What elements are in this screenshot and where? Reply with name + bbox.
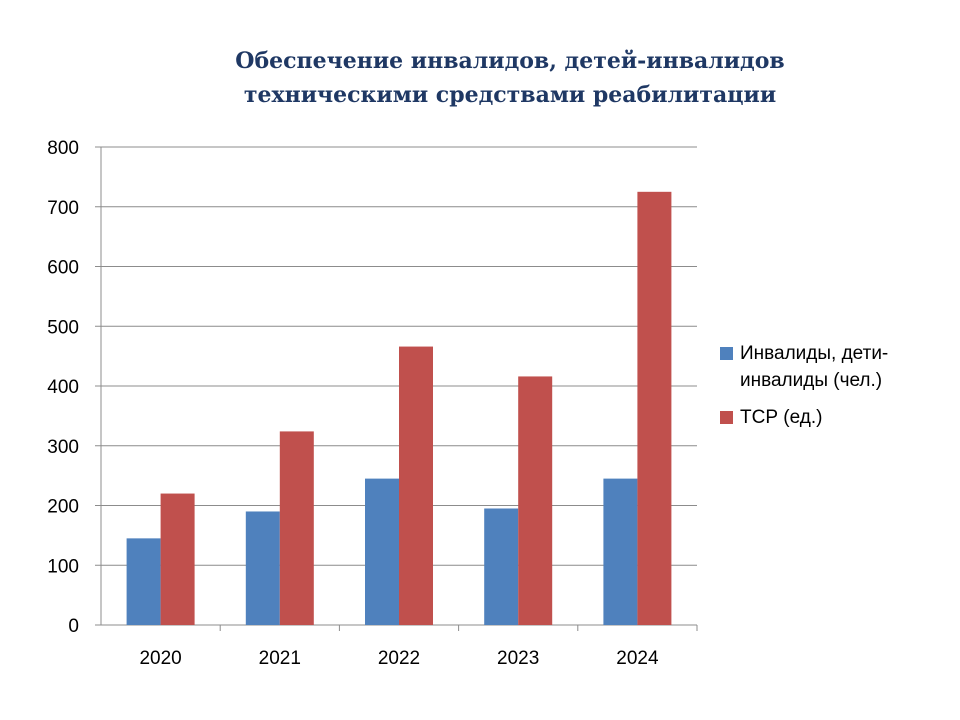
y-tick-label: 200 xyxy=(47,497,79,518)
bar-series-1-2022 xyxy=(365,478,399,625)
x-tick-label: 2021 xyxy=(259,648,301,669)
bar-series-1-2020 xyxy=(126,538,161,625)
legend: Инвалиды, дети- инвалиды (чел.) ТСР (ед.… xyxy=(720,340,950,441)
bar-series-2-2023 xyxy=(518,376,553,625)
legend-swatch-series-2 xyxy=(720,411,733,424)
bar-series-1-2023 xyxy=(484,508,519,625)
bar-series-2-2021 xyxy=(279,431,314,625)
bar-series-2-2022 xyxy=(399,346,433,625)
legend-label-series-2: ТСР (ед.) xyxy=(740,407,823,428)
legend-label-series-1-line-1: Инвалиды, дети- xyxy=(740,343,889,364)
y-tick-label: 400 xyxy=(47,377,79,398)
y-tick-label: 800 xyxy=(47,138,79,159)
x-tick-label: 2020 xyxy=(139,648,181,669)
bar-series-1-2021 xyxy=(245,511,280,625)
x-tick-label: 2022 xyxy=(378,648,420,669)
y-tick-label: 100 xyxy=(47,556,79,577)
x-tick-label: 2023 xyxy=(497,648,539,669)
x-tick-label: 2024 xyxy=(616,648,659,669)
y-tick-label: 600 xyxy=(47,258,79,279)
bar-series-2-2020 xyxy=(160,493,195,625)
y-tick-label: 0 xyxy=(68,616,79,637)
y-tick-label: 300 xyxy=(47,437,79,458)
y-tick-label: 500 xyxy=(47,317,79,338)
chart-title: Обеспечение инвалидов, детей-инвалидов т… xyxy=(200,44,820,112)
chart-title-line-2: техническими средствами реабилитации xyxy=(243,82,777,108)
bar-series-1-2024 xyxy=(603,478,638,625)
legend-swatch-series-1 xyxy=(720,347,733,360)
legend-label-series-1-line-2: инвалиды (чел.) xyxy=(740,370,883,391)
y-tick-label: 700 xyxy=(47,198,79,219)
chart-title-line-1: Обеспечение инвалидов, детей-инвалидов xyxy=(235,48,785,74)
legend-item-series-1: Инвалиды, дети- инвалиды (чел.) xyxy=(720,340,950,394)
legend-item-series-2: ТСР (ед.) xyxy=(720,404,950,431)
bar-series-2-2024 xyxy=(637,191,672,625)
